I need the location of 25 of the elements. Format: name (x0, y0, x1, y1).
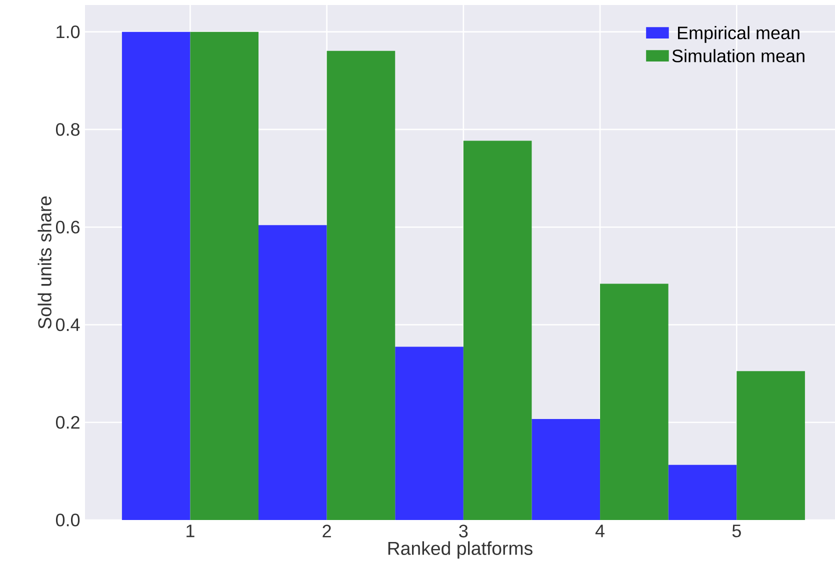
y-tick-label: 0.2 (56, 416, 80, 429)
bar (326, 50, 396, 520)
x-tick-label: 2 (322, 524, 331, 538)
x-tick-label: 3 (459, 524, 468, 538)
y-tick-label: 0.0 (56, 514, 80, 526)
y-tick-label: 1.0 (56, 25, 80, 38)
bar (395, 346, 464, 520)
y-tick-label: 0.4 (56, 318, 80, 332)
y-axis-title: Sold units share (38, 196, 52, 329)
bar (668, 464, 737, 520)
x-tick-label: 5 (732, 524, 741, 538)
bar (190, 32, 259, 520)
bar (600, 284, 668, 520)
x-tick-label: 1 (186, 524, 194, 538)
y-tick-label: 0.8 (56, 123, 80, 136)
legend-label: Simulation mean (672, 49, 804, 62)
bar (736, 371, 805, 520)
bar (463, 140, 532, 520)
x-axis-title: Ranked platforms (388, 541, 532, 559)
legend-label: Empirical mean (678, 26, 800, 43)
bar (122, 32, 190, 520)
bar (258, 225, 327, 520)
y-tick-label: 0.6 (56, 220, 80, 234)
bar (532, 418, 600, 520)
x-tick-label: 4 (595, 524, 605, 538)
